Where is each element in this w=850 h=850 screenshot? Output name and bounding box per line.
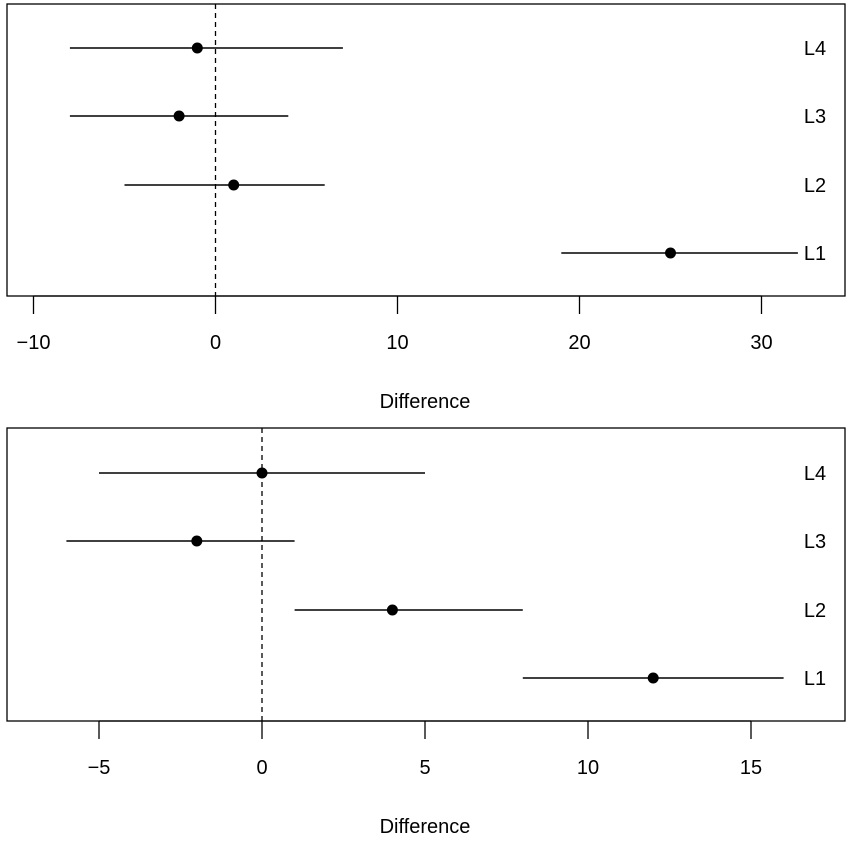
- plot-marks: L4 L3 L2 L1: [66, 428, 826, 721]
- row-label-l4: L4: [804, 38, 826, 60]
- x-tick-label: 5: [419, 757, 430, 779]
- x-axis: −10 0 10 20 30: [17, 295, 773, 354]
- plot-marks: L4 L3 L2 L1: [69, 4, 826, 296]
- x-tick-label: −5: [88, 757, 111, 779]
- forest-plot-bottom: −5 0 5 10 15 L4 L3 L2 L1 Difference: [6, 427, 846, 838]
- point-l1: [665, 247, 676, 259]
- row-label-l3: L3: [804, 531, 826, 553]
- row-label-l1: L1: [804, 668, 826, 690]
- x-tick-label: 0: [210, 332, 221, 354]
- row-label-l4: L4: [804, 463, 826, 485]
- point-l4: [256, 467, 268, 479]
- row-label-l3: L3: [804, 106, 826, 128]
- x-axis-title: Difference: [380, 391, 471, 413]
- x-tick-label: −10: [17, 332, 51, 354]
- point-l2: [386, 604, 398, 616]
- point-l3: [173, 110, 185, 122]
- row-label-l1: L1: [804, 243, 826, 265]
- point-l3: [191, 535, 203, 547]
- x-tick-label: 15: [740, 757, 762, 779]
- forest-plot-top: −10 0 10 20 30 L4 L3 L2 L1 Difference: [6, 3, 846, 413]
- point-l2: [228, 179, 240, 191]
- row-label-l2: L2: [804, 600, 826, 622]
- x-axis-title: Difference: [380, 816, 471, 838]
- point-l4: [191, 42, 203, 54]
- x-tick-label: 10: [577, 757, 599, 779]
- x-tick-label: 0: [256, 757, 267, 779]
- row-label-l2: L2: [804, 175, 826, 197]
- point-l1: [647, 672, 659, 684]
- x-tick-label: 30: [750, 332, 772, 354]
- x-tick-label: 10: [386, 332, 408, 354]
- x-axis: −5 0 5 10 15: [88, 720, 762, 779]
- x-tick-label: 20: [568, 332, 590, 354]
- plot-frame: [6, 427, 846, 722]
